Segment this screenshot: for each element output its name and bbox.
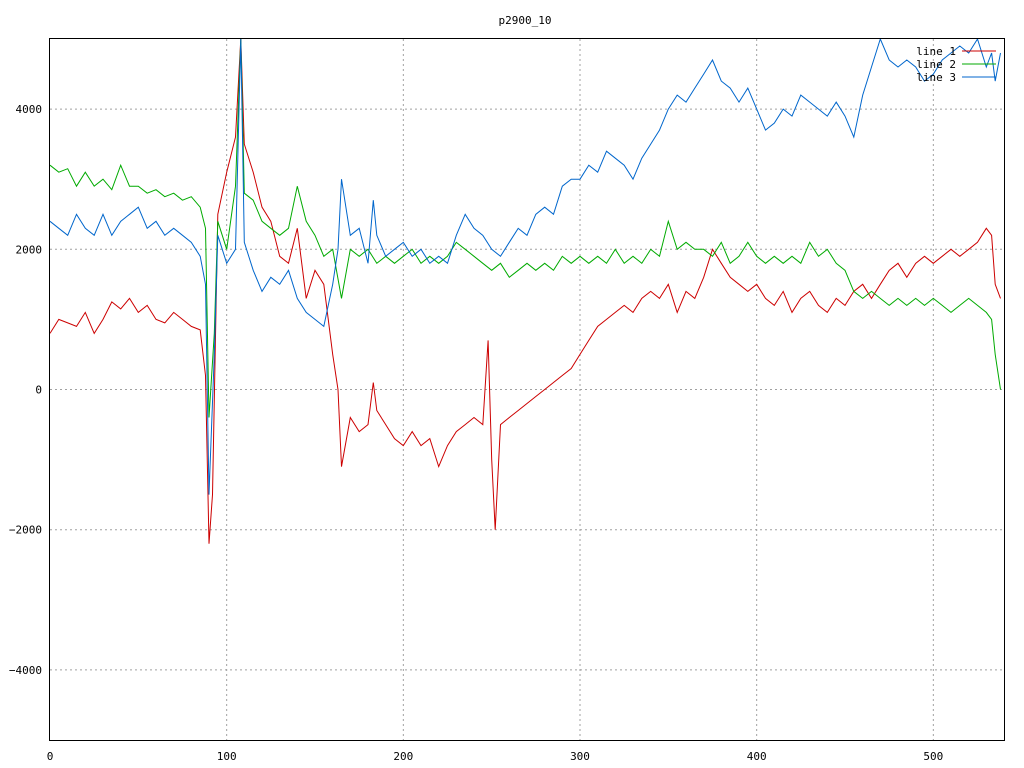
x-tick-label: 200 xyxy=(393,750,413,763)
plot-area xyxy=(50,39,1001,544)
x-tick-label: 400 xyxy=(747,750,767,763)
grid xyxy=(50,39,1004,740)
y-tick-label: 2000 xyxy=(16,243,43,256)
plot-frame xyxy=(49,38,1005,741)
y-tick-label: 4000 xyxy=(16,103,43,116)
legend-label: line 2 xyxy=(916,58,956,71)
y-tick-label: 0 xyxy=(35,384,42,397)
y-tick-label: −4000 xyxy=(9,664,42,677)
series-line-3 xyxy=(50,39,1001,495)
chart-title: p2900_10 xyxy=(499,14,552,27)
y-tick-label: −2000 xyxy=(9,524,42,537)
x-tick-label: 0 xyxy=(47,750,54,763)
x-tick-label: 300 xyxy=(570,750,590,763)
tick-labels: 0 100 200 300 400 500 −4000 −2000 0 2000 4000 xyxy=(9,103,943,763)
x-tick-label: 500 xyxy=(923,750,943,763)
legend-label: line 3 xyxy=(916,71,956,84)
series-line-1 xyxy=(50,39,1001,544)
x-tick-label: 100 xyxy=(217,750,237,763)
legend-label: line 1 xyxy=(916,45,956,58)
series-line-2 xyxy=(50,39,1001,418)
